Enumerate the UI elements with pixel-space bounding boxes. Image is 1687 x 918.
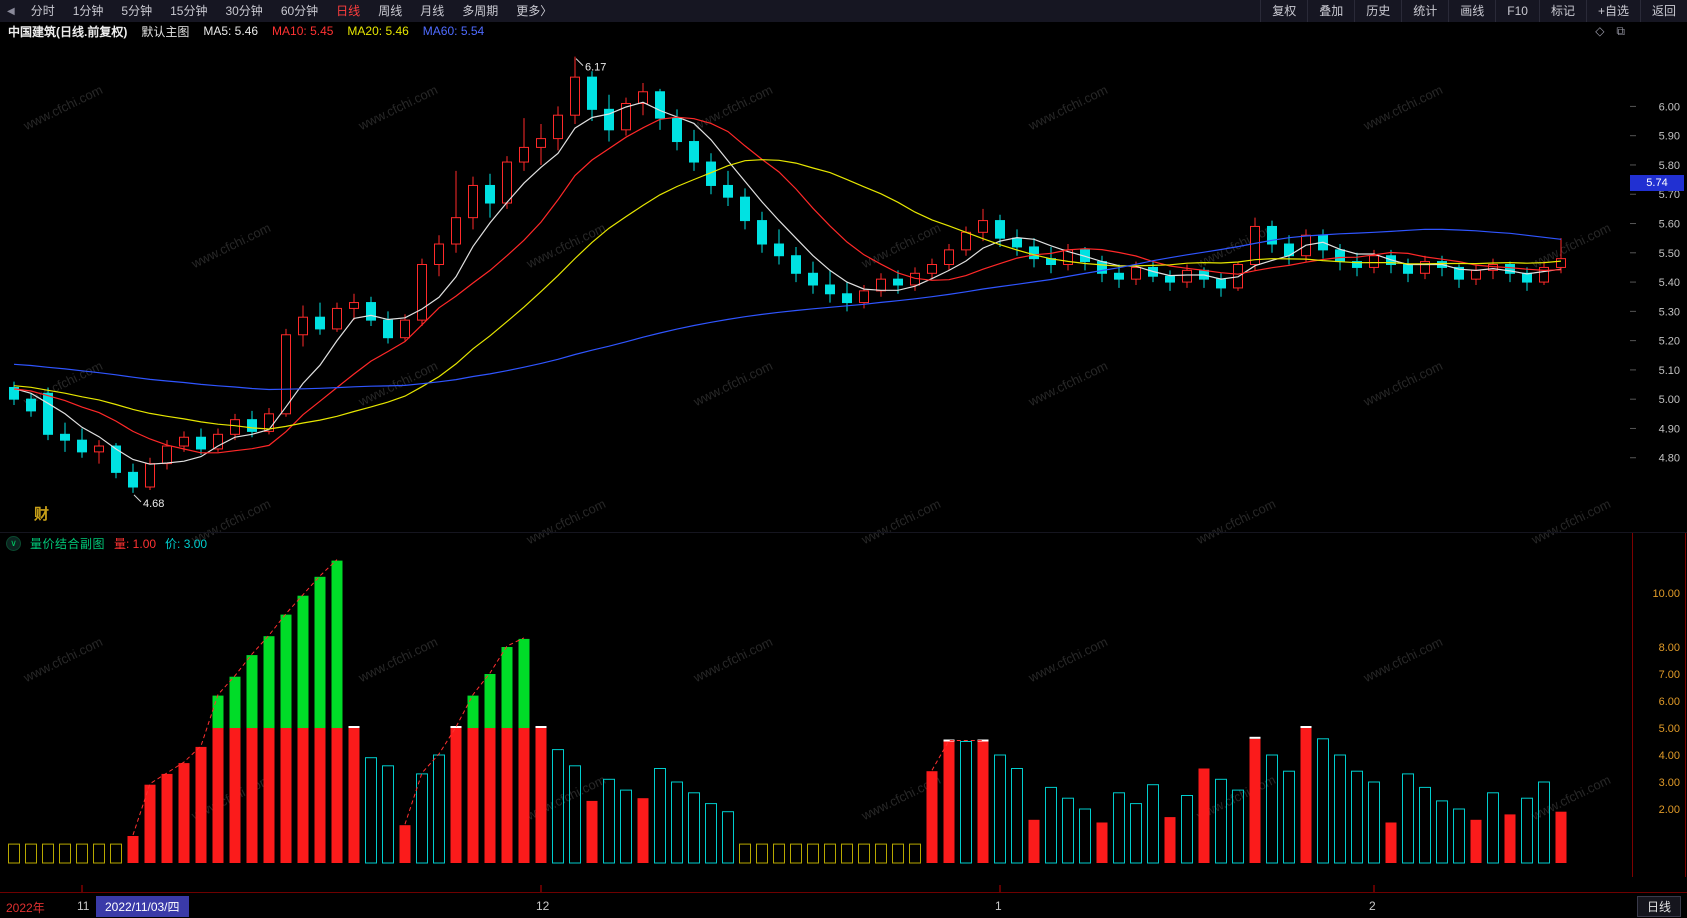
svg-text:5.50: 5.50: [1659, 248, 1680, 260]
volume-axis: 10.00 8.00 7.00 6.00 5.00 4.00 3.00 2.00: [1652, 588, 1680, 816]
ma10-value-label: MA10: 5.45: [272, 24, 334, 38]
period-tab-30min[interactable]: 30分钟: [225, 4, 263, 18]
svg-text:5.30: 5.30: [1659, 306, 1680, 318]
svg-text:5.80: 5.80: [1659, 160, 1680, 172]
price-axis: 6.00 5.90 5.80 5.70 5.60 5.50 5.40 5.30 5.20 5.10…: [1630, 101, 1680, 465]
header-corner-icons: ◇ ⧉: [1595, 24, 1687, 39]
candlestick-chart-canvas[interactable]: 6.00 5.90 5.80 5.70 5.60 5.50 5.40 5.30 5.20 5.10…: [0, 40, 1687, 532]
svg-text:6.17: 6.17: [585, 62, 606, 74]
month-label-11: 11: [77, 899, 90, 913]
ma-line-MA20: [13, 159, 1562, 430]
period-tab-15min[interactable]: 15分钟: [170, 4, 208, 18]
period-tab-fenshi[interactable]: 分时: [30, 4, 55, 18]
toolbar-button-f10[interactable]: F10: [1495, 0, 1539, 22]
svg-text:5.60: 5.60: [1659, 219, 1680, 231]
toolbar-button-diejia[interactable]: 叠加: [1307, 0, 1354, 22]
svg-text:4.68: 4.68: [143, 498, 164, 510]
toolbar-button-fuquan[interactable]: 复权: [1260, 0, 1307, 22]
svg-text:5.20: 5.20: [1659, 336, 1680, 348]
price-annotations: 6.17 4.68: [133, 58, 606, 510]
main-chart-panel[interactable]: 6.00 5.90 5.80 5.70 5.60 5.50 5.40 5.30 5.20 5.10…: [0, 40, 1687, 532]
ma-line-MA5: [13, 101, 1562, 465]
ma-line-MA60: [13, 228, 1562, 391]
last-price-badge: 5.74: [1630, 174, 1684, 191]
volume-bars-layer: [8, 560, 1567, 864]
period-tab-daily[interactable]: 日线: [336, 4, 361, 18]
sub-chart-panel[interactable]: ∨ 量价结合副图 量: 1.00 价: 3.00 10.00 8.00 7.00 6.…: [0, 532, 1687, 893]
ma20-value-label: MA20: 5.46: [347, 24, 409, 38]
volume-legend-label: 量: 1.00: [114, 537, 157, 551]
toolbar-button-huaxian[interactable]: 画线: [1448, 0, 1495, 22]
volume-trend-lines: [132, 559, 983, 836]
diamond-icon[interactable]: ◇: [1595, 23, 1605, 38]
price-legend-label: 价: 3.00: [165, 537, 208, 551]
period-tab-multi-period[interactable]: 多周期: [462, 4, 499, 18]
period-tab-60min[interactable]: 60分钟: [280, 4, 319, 18]
collapse-left-icon[interactable]: ◀: [7, 5, 15, 17]
top-toolbar: ◀ 分时 1分钟 5分钟 15分钟 30分钟 60分钟 日线 周线 月线 多周期 更多〉 复权 叠加历…: [0, 0, 1687, 23]
stock-title: 中国建筑(日线.前复权): [8, 24, 128, 39]
toolbar-button-biaoji[interactable]: 标记: [1538, 0, 1586, 22]
svg-text:4.00: 4.00: [1659, 750, 1680, 762]
ma-line-MA10: [13, 116, 1562, 454]
svg-text:4.90: 4.90: [1659, 423, 1680, 435]
main-layout-label[interactable]: 默认主图: [141, 24, 190, 39]
ma5-value-label: MA5: 5.46: [203, 24, 259, 38]
window-icon[interactable]: ⧉: [1616, 23, 1625, 38]
svg-text:4.80: 4.80: [1659, 453, 1680, 465]
chart-header: 中国建筑(日线.前复权) 默认主图 MA5: 5.46 MA10: 5.45 M…: [0, 22, 1687, 40]
period-tab-5min[interactable]: 5分钟: [121, 4, 153, 18]
month-label-12: 12: [536, 899, 550, 913]
svg-text:5.10: 5.10: [1659, 365, 1680, 377]
svg-text:5.40: 5.40: [1659, 277, 1680, 289]
volume-chart-canvas[interactable]: 10.00 8.00 7.00 6.00 5.00 4.00 3.00 2.00: [0, 533, 1687, 893]
svg-text:6.00: 6.00: [1659, 101, 1680, 113]
candles-layer: [9, 56, 1566, 493]
sub-chart-title[interactable]: 量价结合副图: [30, 537, 106, 551]
svg-text:3.00: 3.00: [1659, 777, 1680, 789]
year-label: 2022年: [6, 901, 45, 915]
period-tab-more[interactable]: 更多〉: [516, 4, 553, 18]
svg-text:7.00: 7.00: [1659, 669, 1680, 681]
period-tabs: 分时 1分钟 5分钟 15分钟 30分钟 60分钟 日线 周线 月线 多周期 更多〉: [22, 0, 562, 22]
date-axis-bar: 2022年 11 12 1 2 2022/11/03/四 日线: [0, 892, 1687, 918]
month-label-1: 1: [995, 899, 1002, 913]
cfchi-logo: 财: [34, 506, 50, 523]
svg-text:2.00: 2.00: [1659, 804, 1680, 816]
svg-text:8.00: 8.00: [1659, 642, 1680, 654]
sub-chart-header: ∨ 量价结合副图 量: 1.00 价: 3.00: [6, 535, 207, 552]
toolbar-button-zixuan[interactable]: +自选: [1585, 0, 1640, 22]
toolbar-button-tongji[interactable]: 统计: [1401, 0, 1448, 22]
toolbar-button-lishi[interactable]: 历史: [1354, 0, 1401, 22]
period-tab-monthly[interactable]: 月线: [420, 4, 445, 18]
svg-text:5.00: 5.00: [1659, 394, 1680, 406]
toolbar-actions: 复权 叠加 历史 统计 画线 F10 标记 +自选 返回: [1260, 0, 1687, 22]
svg-text:5.90: 5.90: [1659, 131, 1680, 143]
period-tab-weekly[interactable]: 周线: [378, 4, 403, 18]
collapse-subchart-icon[interactable]: ∨: [6, 536, 21, 551]
svg-text:5.70: 5.70: [1659, 189, 1680, 201]
selected-date-box: 2022/11/03/四: [96, 896, 189, 917]
ma60-value-label: MA60: 5.54: [422, 24, 485, 38]
toolbar-button-fanhui[interactable]: 返回: [1639, 0, 1687, 22]
moving-average-lines: [13, 101, 1562, 465]
period-tab-1min[interactable]: 1分钟: [72, 4, 104, 18]
month-label-2: 2: [1369, 899, 1376, 913]
period-label-box[interactable]: 日线: [1636, 896, 1681, 917]
svg-text:6.00: 6.00: [1659, 696, 1680, 708]
svg-text:10.00: 10.00: [1652, 588, 1680, 600]
svg-text:5.00: 5.00: [1659, 723, 1680, 735]
